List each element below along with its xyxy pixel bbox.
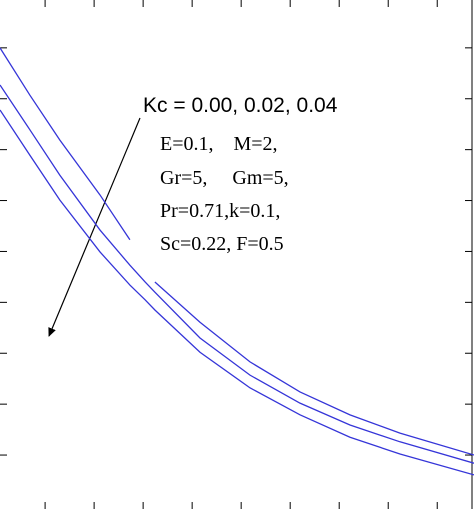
arrow <box>48 117 141 337</box>
line <box>0 109 474 476</box>
annotation: Sc=0.22, F=0.5 <box>160 233 284 255</box>
annotation: Pr=0.71,k=0.1, <box>160 200 280 222</box>
annotation: Kc = 0.00, 0.02, 0.04 <box>143 94 338 117</box>
annotation: Gr=5, Gm=5, <box>160 167 289 189</box>
line <box>0 84 474 464</box>
line <box>0 47 474 456</box>
annotation: E=0.1, M=2, <box>160 133 278 155</box>
